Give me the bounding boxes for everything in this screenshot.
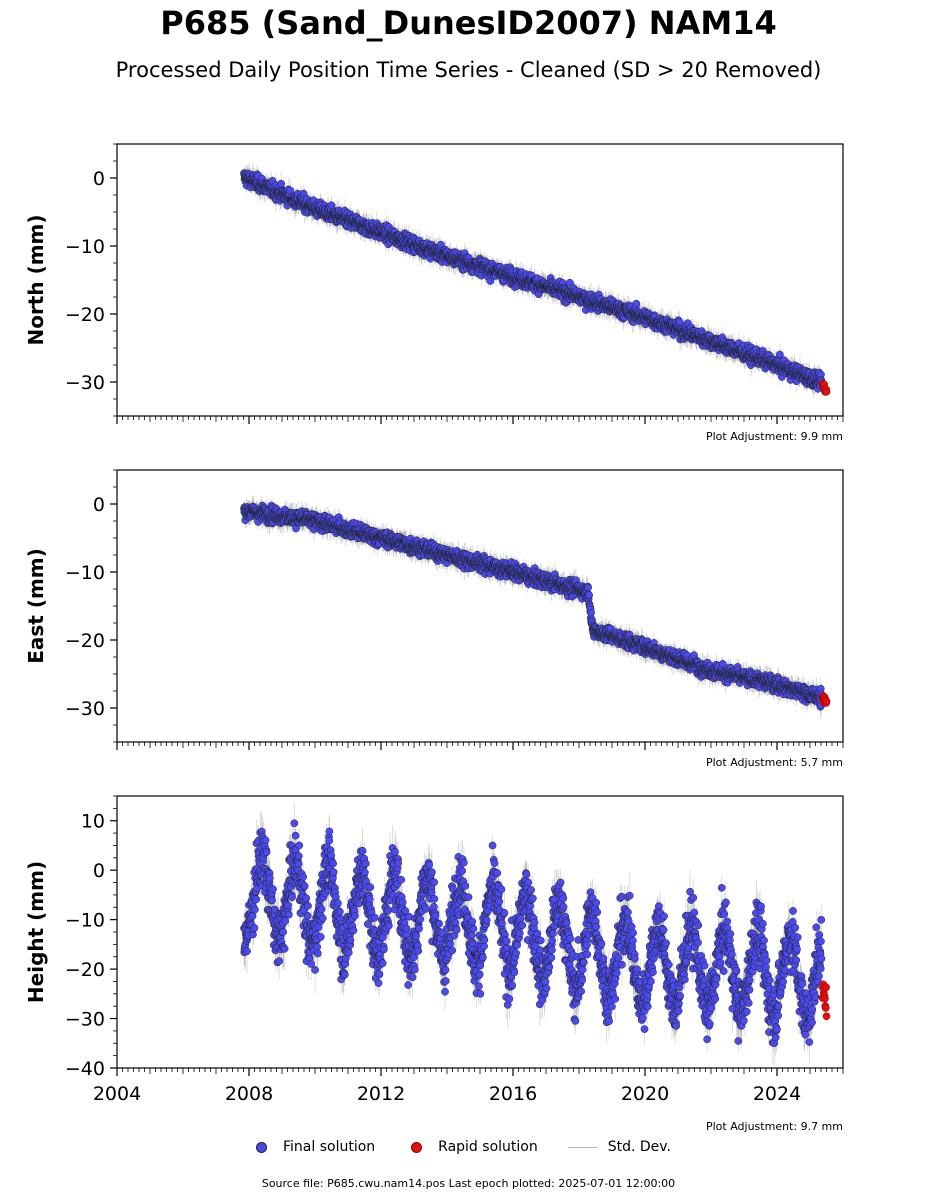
plot-frame	[116, 143, 844, 417]
plot-area	[240, 162, 831, 396]
y-tick-label: −20	[65, 304, 105, 326]
final-solution-point	[565, 278, 574, 287]
chart-title: P685 (Sand_DunesID2007) NAM14	[160, 4, 777, 42]
y-axis-label: North (mm)	[24, 214, 48, 345]
final-solution-point	[277, 179, 286, 188]
plot-area	[240, 495, 831, 719]
y-tick-label: −30	[65, 372, 105, 394]
rapid-solution-point	[822, 387, 831, 396]
final-solution-point	[632, 299, 641, 308]
plot-adjustment: Plot Adjustment: 9.9 mm	[706, 430, 843, 443]
y-tick-label: 0	[93, 168, 105, 190]
chart-subtitle: Processed Daily Position Time Series - C…	[115, 58, 822, 82]
y-tick-label: −10	[65, 236, 105, 258]
north-panel: 0 −10 −20 −30 North (mm) Plot Adjustment: 9.9…	[24, 143, 844, 443]
